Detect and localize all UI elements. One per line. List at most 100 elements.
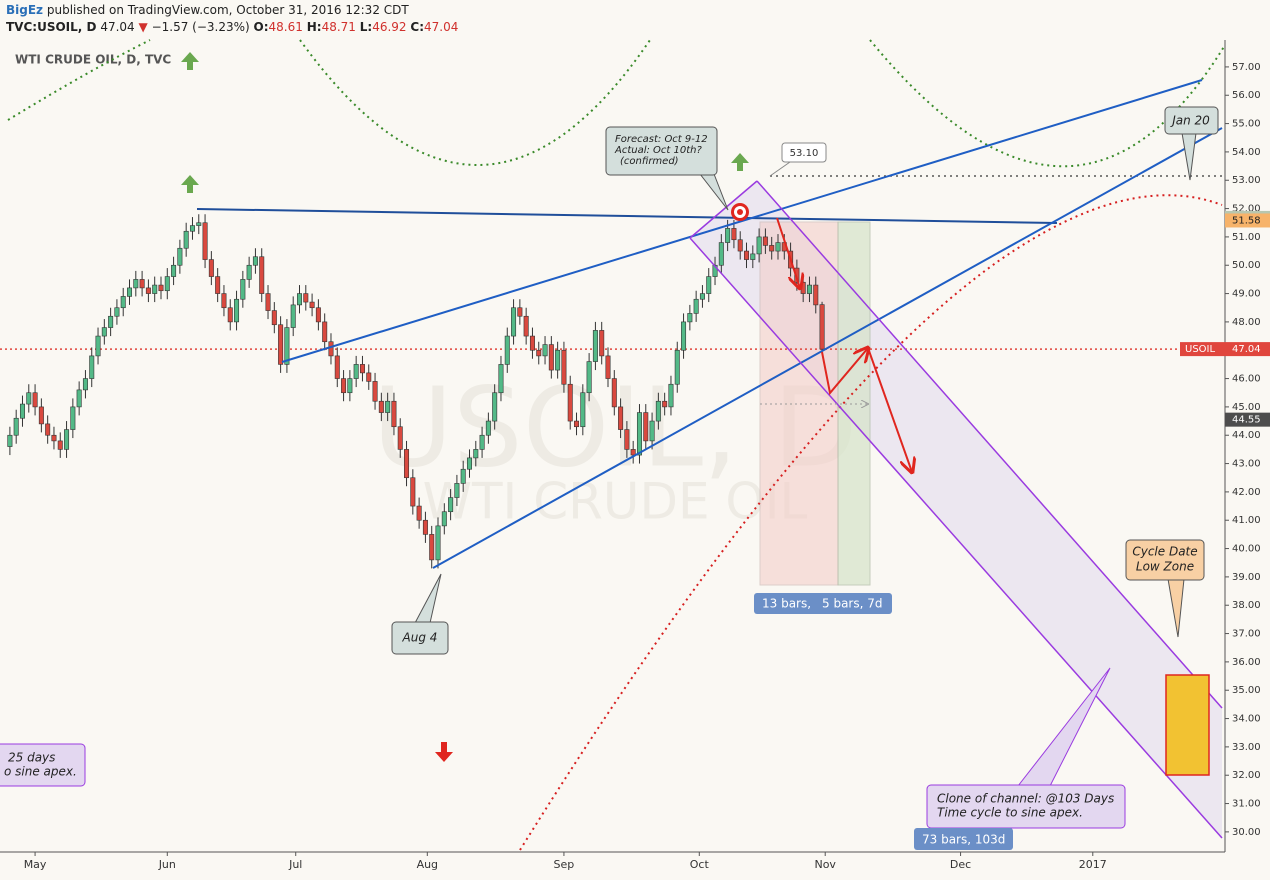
callout: Clone of channel: @103 Days Time cycle t… <box>926 667 1126 829</box>
callout-text: Jan 20 <box>1170 114 1210 128</box>
candle-body <box>221 293 227 309</box>
candle-body <box>769 245 775 252</box>
candle-body <box>120 296 126 309</box>
candle-body <box>681 321 687 351</box>
callout-text: Cycle Date <box>1132 545 1197 559</box>
candle-body <box>164 276 170 292</box>
forecast-arrow <box>821 348 868 396</box>
candle-body <box>542 344 548 357</box>
candle-body <box>725 228 731 243</box>
candle-body <box>397 426 403 450</box>
callout: Jan 20 <box>1164 106 1219 181</box>
candle-body <box>800 281 806 294</box>
candle-body <box>82 378 88 391</box>
candle-body <box>196 222 202 226</box>
c-label: C: <box>410 20 424 34</box>
y-tick-label: 41.00 <box>1232 515 1261 526</box>
y-tick-label: 48.00 <box>1232 317 1261 328</box>
candle-body <box>504 335 510 365</box>
candle-body <box>599 330 605 357</box>
forecast-arrow <box>776 217 800 288</box>
candle-body <box>378 400 384 413</box>
price-tag-label: 47.04 <box>1232 344 1261 355</box>
y-tick-label: 38.00 <box>1232 600 1261 611</box>
candles <box>7 214 825 569</box>
candle-body <box>561 349 567 385</box>
y-tick-label: 32.00 <box>1232 770 1261 781</box>
candle-body <box>95 335 101 357</box>
candle-body <box>548 344 554 371</box>
candle-body <box>347 378 353 394</box>
x-axis-bg <box>0 852 1225 880</box>
callout-text: Time cycle to sine apex. <box>937 806 1083 820</box>
callout-text: (confirmed) <box>620 156 679 167</box>
price-tag <box>1225 342 1270 357</box>
candle-body <box>643 412 649 442</box>
candle-body <box>215 276 221 294</box>
candle-body <box>234 298 240 323</box>
candle-body <box>479 434 485 450</box>
candle-body <box>410 477 416 507</box>
y-tick-label: 54.00 <box>1232 147 1261 158</box>
y-tick-label: 37.00 <box>1232 629 1261 640</box>
candle-body <box>762 236 768 246</box>
candle-body <box>636 412 642 456</box>
candle-body <box>574 420 580 428</box>
candle-body <box>422 519 428 535</box>
y-tick-label: 51.00 <box>1232 232 1261 243</box>
candle-body <box>353 364 359 379</box>
candle-body <box>158 284 164 292</box>
candle-body <box>366 372 372 382</box>
change: −1.57 (−3.23%) <box>151 20 250 34</box>
price-tag-name: USOIL <box>1185 344 1215 355</box>
callout: Forecast: Oct 9-12 Actual: Oct 10th? (co… <box>605 126 729 211</box>
x-tick-label: Jun <box>158 858 176 871</box>
candle-body <box>114 307 120 317</box>
bars-label-bg <box>914 828 1013 850</box>
l-label: L: <box>359 20 373 34</box>
chart-title: WTI CRUDE OIL, D, TVC <box>15 53 171 67</box>
candle-body <box>303 293 309 303</box>
x-tick-label: Aug <box>417 858 438 871</box>
candle-body <box>605 355 611 379</box>
candle-body <box>152 284 158 294</box>
candle-body <box>391 400 397 428</box>
candle-body <box>655 400 661 422</box>
channel-line <box>689 237 1223 839</box>
price-tag-label: 44.55 <box>1232 415 1261 426</box>
candle-body <box>517 307 523 317</box>
candle-body <box>13 417 19 436</box>
trend-line <box>281 79 1203 363</box>
x-tick-label: Dec <box>950 858 971 871</box>
candle-body <box>341 378 347 394</box>
candle-body <box>265 293 271 311</box>
x-tick-label: Oct <box>690 858 710 871</box>
candle-body <box>108 315 114 328</box>
candle-body <box>404 449 410 479</box>
price-tag-name-bg <box>1180 342 1225 357</box>
level-label: 53.10 <box>769 142 827 177</box>
candle-body <box>240 279 246 300</box>
candle-body <box>580 392 586 428</box>
user: BigEz <box>6 3 44 17</box>
up-arrow <box>181 52 199 70</box>
level-text: 53.10 <box>790 148 819 159</box>
candle-body <box>435 525 441 561</box>
y-tick-label: 33.00 <box>1232 742 1261 753</box>
candle-body <box>498 364 504 394</box>
channel-line <box>689 180 758 239</box>
callout-text: Actual: Oct 10th? <box>614 145 703 156</box>
candle-body <box>284 327 290 365</box>
callout: Cycle Date Low Zone <box>1125 539 1205 638</box>
candle-body <box>51 434 57 442</box>
candle-body <box>441 511 447 527</box>
callout-text: o sine apex. <box>4 765 77 779</box>
candle-body <box>19 403 25 419</box>
y-tick-label: 50.00 <box>1232 260 1261 271</box>
candle-body <box>309 301 315 309</box>
callout-text: Low Zone <box>1136 560 1194 574</box>
candle-body <box>133 279 139 289</box>
forecast-arrow <box>867 347 912 472</box>
